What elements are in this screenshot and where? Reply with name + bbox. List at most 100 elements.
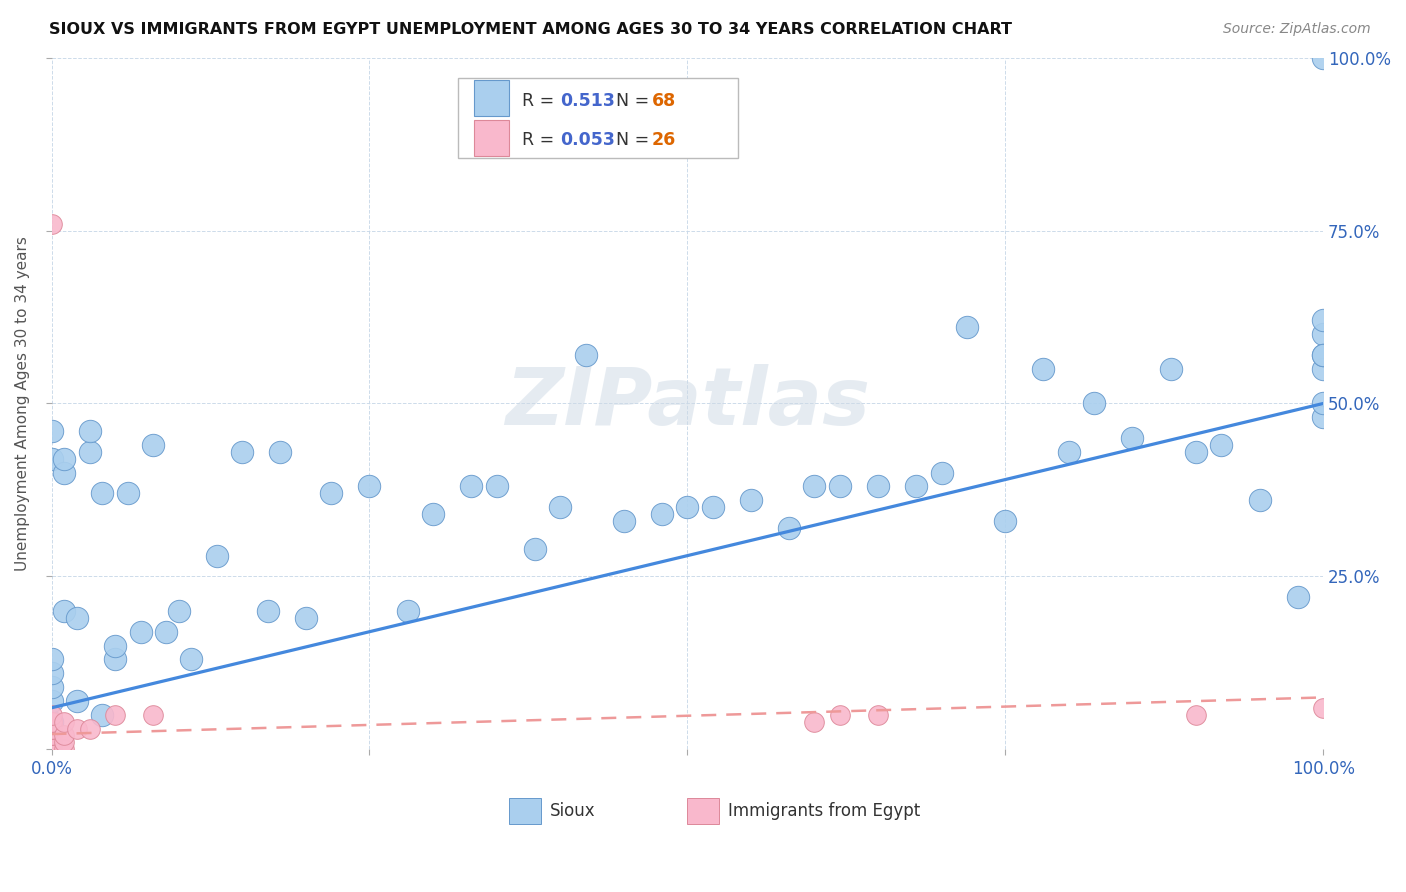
Point: [180, 652, 202, 666]
Point: [41, 742, 63, 756]
FancyBboxPatch shape: [474, 120, 509, 156]
Point: [142, 707, 165, 722]
Point: [41, 729, 63, 743]
Point: [66, 694, 89, 708]
Point: [778, 521, 800, 535]
Point: [1312, 51, 1334, 65]
Point: [613, 514, 636, 528]
Point: [905, 479, 928, 493]
Point: [41, 714, 63, 729]
Point: [41, 714, 63, 729]
Point: [129, 624, 152, 639]
Point: [359, 479, 381, 493]
Point: [1286, 590, 1309, 604]
Point: [1185, 707, 1208, 722]
Point: [41, 722, 63, 736]
Point: [803, 479, 825, 493]
Point: [104, 707, 127, 722]
Point: [575, 348, 598, 362]
FancyBboxPatch shape: [509, 797, 541, 824]
Point: [66, 611, 89, 625]
Point: [41, 217, 63, 231]
Text: R =: R =: [522, 131, 560, 150]
Point: [295, 611, 318, 625]
Point: [167, 604, 190, 618]
Point: [53, 714, 76, 729]
FancyBboxPatch shape: [474, 80, 509, 116]
Y-axis label: Unemployment Among Ages 30 to 34 years: Unemployment Among Ages 30 to 34 years: [15, 236, 30, 571]
Text: R =: R =: [522, 92, 560, 110]
Text: Source: ZipAtlas.com: Source: ZipAtlas.com: [1223, 22, 1371, 37]
Point: [803, 714, 825, 729]
Point: [41, 680, 63, 694]
Point: [1312, 348, 1334, 362]
Text: Immigrants from Egypt: Immigrants from Egypt: [728, 802, 921, 820]
Point: [53, 604, 76, 618]
Point: [956, 320, 979, 334]
Point: [41, 742, 63, 756]
Text: 0.513: 0.513: [560, 92, 614, 110]
Point: [79, 424, 101, 438]
Text: 26: 26: [652, 131, 676, 150]
Point: [994, 514, 1017, 528]
Point: [53, 451, 76, 466]
Point: [868, 479, 890, 493]
Point: [1057, 445, 1080, 459]
Point: [931, 466, 953, 480]
Point: [828, 707, 851, 722]
Point: [41, 707, 63, 722]
Point: [485, 479, 508, 493]
Point: [269, 445, 291, 459]
Point: [41, 742, 63, 756]
Point: [1312, 410, 1334, 425]
Point: [868, 707, 890, 722]
Text: N =: N =: [605, 92, 654, 110]
Point: [91, 707, 114, 722]
Text: N =: N =: [605, 131, 654, 150]
Text: SIOUX VS IMMIGRANTS FROM EGYPT UNEMPLOYMENT AMONG AGES 30 TO 34 YEARS CORRELATIO: SIOUX VS IMMIGRANTS FROM EGYPT UNEMPLOYM…: [49, 22, 1012, 37]
Point: [155, 624, 177, 639]
Point: [1032, 362, 1054, 376]
Point: [1160, 362, 1182, 376]
Point: [53, 735, 76, 749]
Point: [41, 666, 63, 681]
Point: [41, 735, 63, 749]
Point: [1083, 396, 1105, 410]
Point: [460, 479, 482, 493]
Point: [117, 486, 139, 500]
Point: [205, 549, 228, 563]
Point: [231, 445, 253, 459]
Point: [66, 722, 89, 736]
Point: [1312, 396, 1334, 410]
Text: 0.053: 0.053: [560, 131, 614, 150]
Point: [1312, 327, 1334, 342]
Point: [53, 466, 76, 480]
Text: ZIPatlas: ZIPatlas: [505, 365, 870, 442]
Point: [79, 445, 101, 459]
Text: Sioux: Sioux: [550, 802, 596, 820]
Point: [702, 500, 724, 515]
Point: [321, 486, 343, 500]
Point: [1121, 431, 1143, 445]
Point: [41, 729, 63, 743]
Point: [41, 714, 63, 729]
Point: [651, 507, 673, 521]
Point: [422, 507, 444, 521]
Point: [1312, 313, 1334, 327]
Point: [396, 604, 419, 618]
Point: [256, 604, 278, 618]
Point: [1312, 362, 1334, 376]
Point: [548, 500, 571, 515]
Point: [41, 652, 63, 666]
Point: [523, 541, 546, 556]
Point: [1185, 445, 1208, 459]
Point: [828, 479, 851, 493]
Point: [91, 486, 114, 500]
FancyBboxPatch shape: [458, 78, 738, 158]
FancyBboxPatch shape: [688, 797, 718, 824]
Point: [104, 652, 127, 666]
Point: [1211, 438, 1233, 452]
Point: [1249, 493, 1271, 508]
Point: [41, 735, 63, 749]
Point: [53, 729, 76, 743]
